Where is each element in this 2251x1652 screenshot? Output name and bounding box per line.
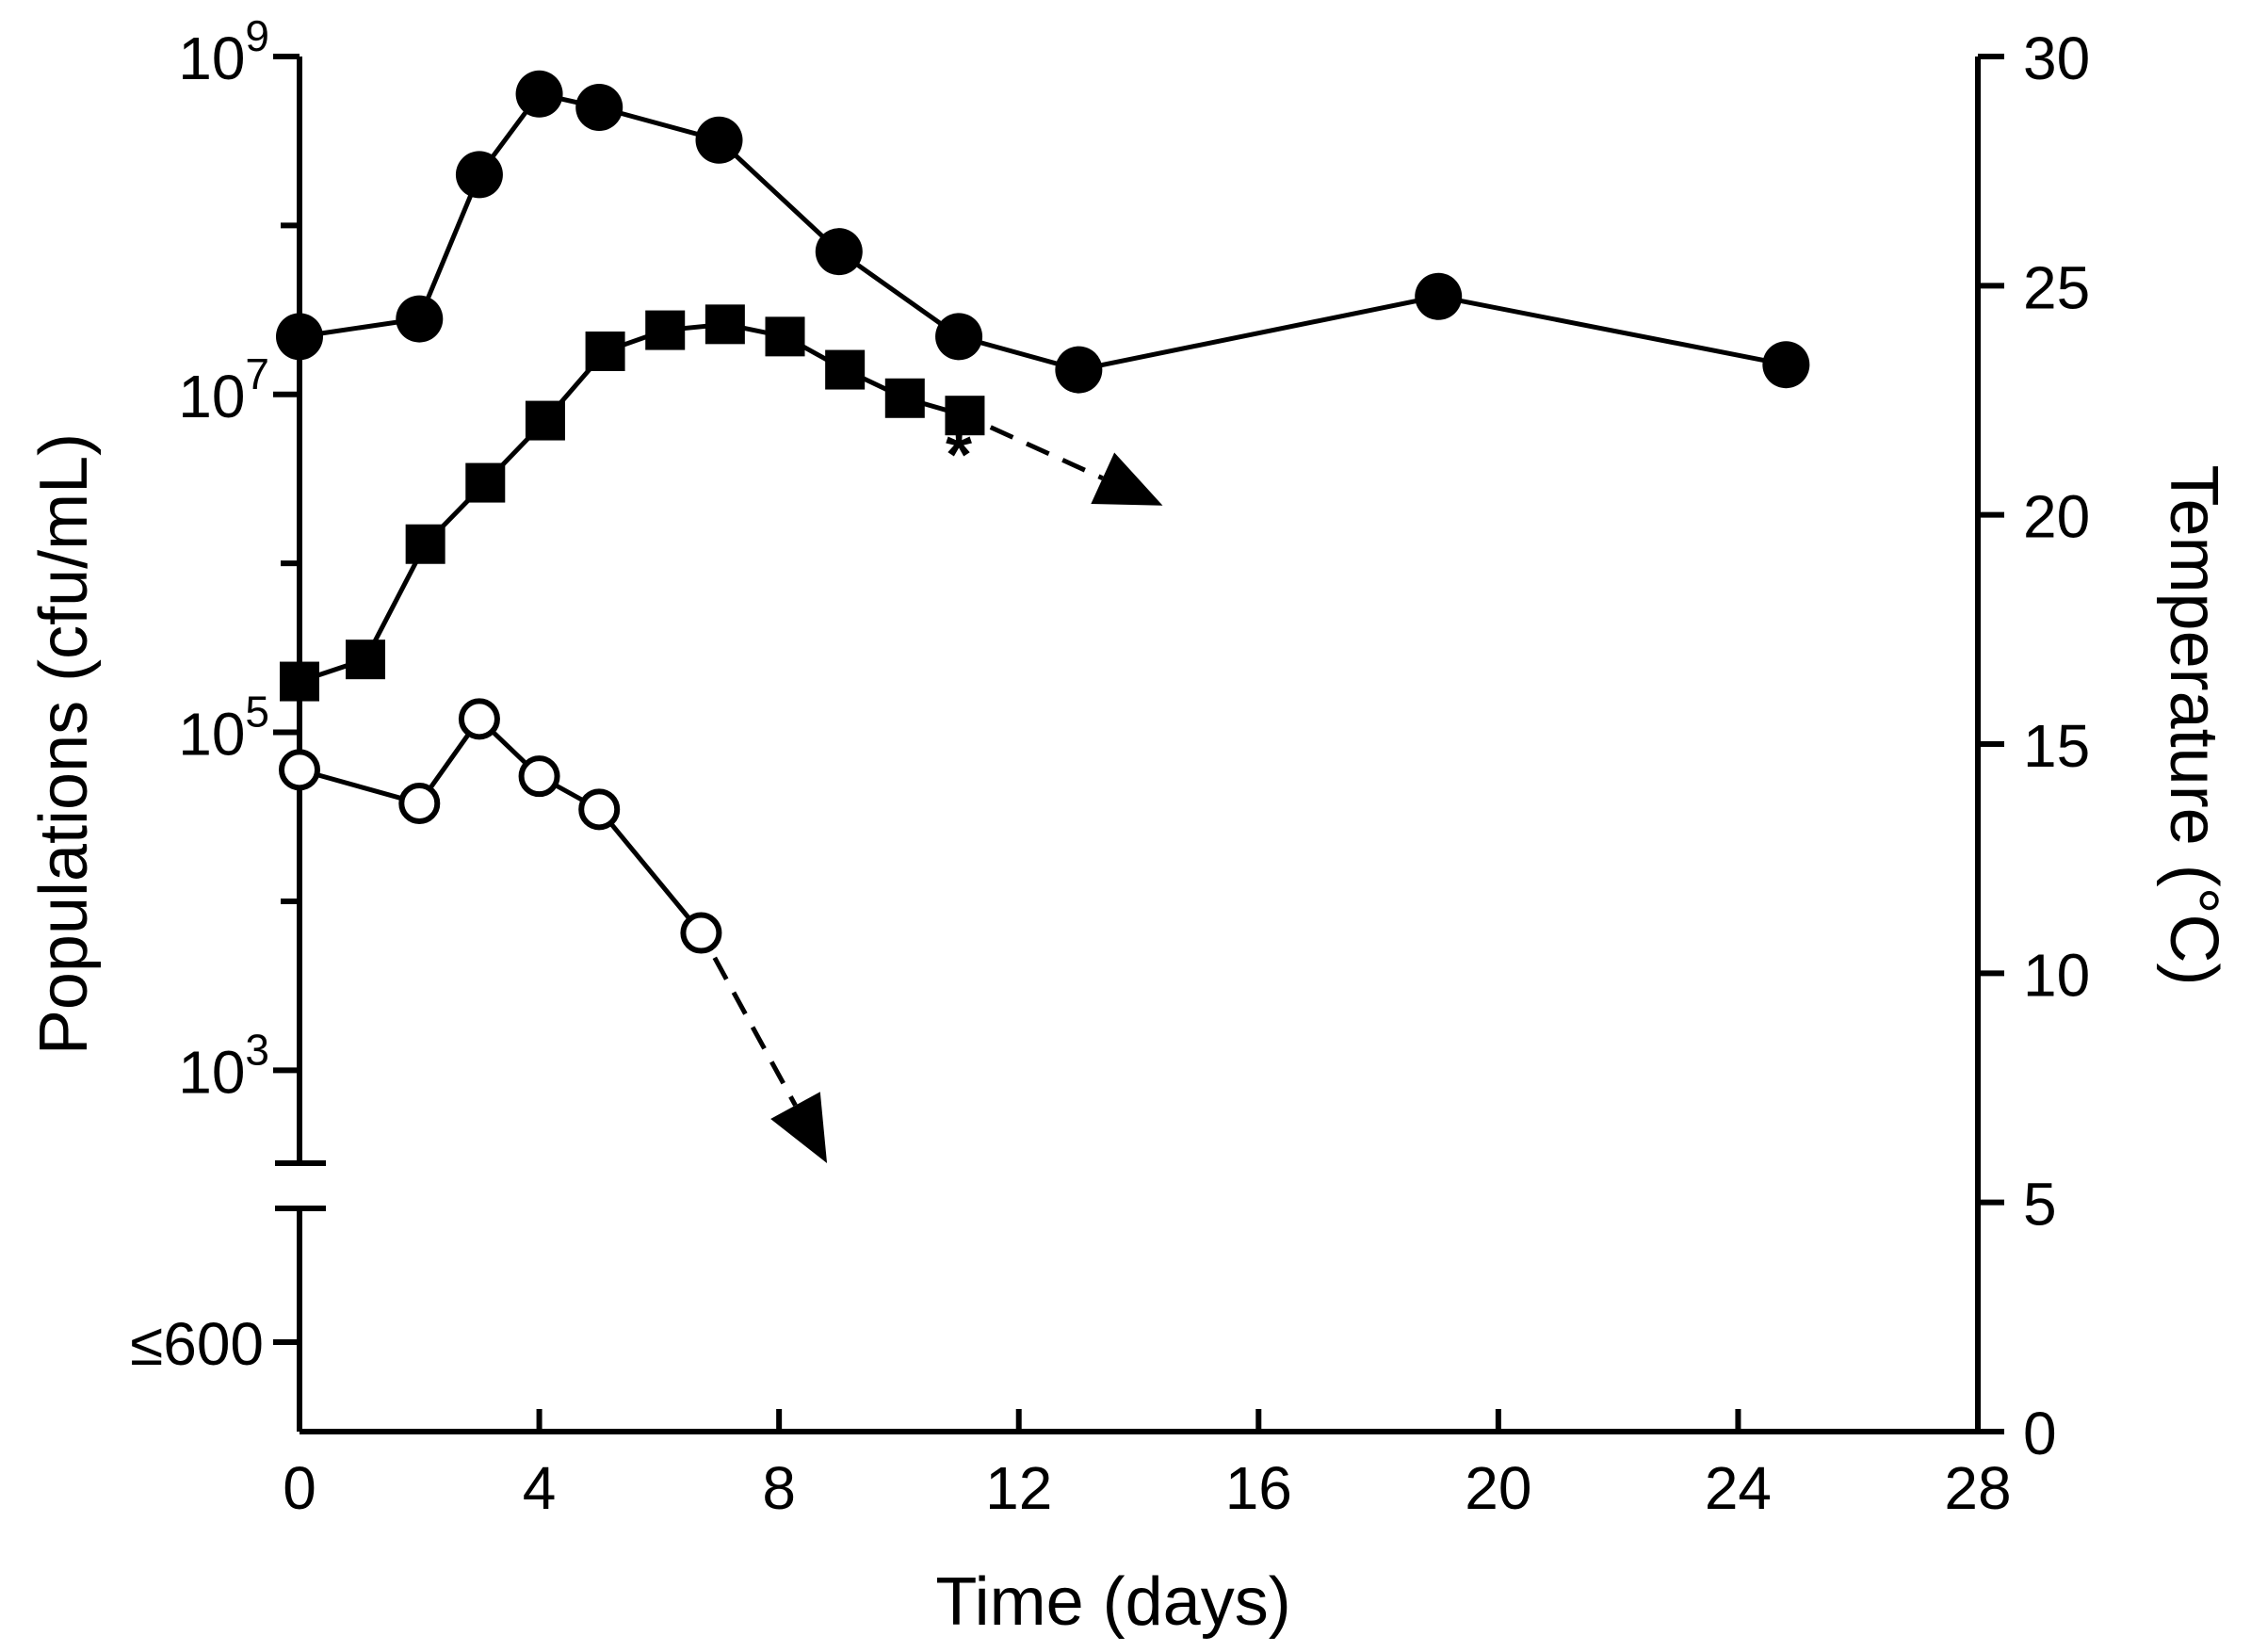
x-tick-label: 4 — [523, 1454, 557, 1522]
series-line — [299, 321, 966, 684]
data-point-filled-square — [884, 378, 925, 418]
data-point-filled-square — [280, 661, 319, 702]
dashed-arrow — [712, 956, 798, 1107]
y-tick-label: 103 — [178, 1025, 269, 1106]
y2-tick-label: 25 — [2023, 253, 2090, 321]
axes — [275, 57, 1981, 1434]
arrow-head — [1091, 452, 1163, 506]
data-point-open-circle — [680, 912, 722, 954]
y-tick-label: 109 — [178, 11, 269, 92]
data-point-filled-square — [346, 640, 386, 680]
series-line — [299, 91, 1787, 373]
data-point-filled-circle — [515, 70, 563, 118]
y2-tick-label: 15 — [2023, 712, 2090, 780]
y2-tick-label: 5 — [2023, 1171, 2057, 1239]
data-point-open-circle — [279, 749, 320, 791]
data-point-filled-circle — [1762, 341, 1810, 389]
y2-tick-label: 10 — [2023, 941, 2090, 1009]
x-tick-label: 16 — [1225, 1454, 1292, 1522]
x-tick-label: 8 — [762, 1454, 796, 1522]
y2-tick-label: 30 — [2023, 24, 2090, 92]
data-point-filled-square — [525, 400, 565, 441]
y2-tick-label: 0 — [2023, 1400, 2057, 1467]
data-point-filled-circle — [276, 313, 323, 361]
y2-axis-title: Temperature (°C) — [2156, 465, 2231, 986]
data-point-filled-square — [825, 349, 866, 390]
data-point-filled-circle — [455, 151, 503, 199]
data-point-filled-circle — [1055, 346, 1103, 394]
x-tick-label: 20 — [1465, 1454, 1531, 1522]
series-lines — [299, 91, 1787, 935]
x-tick-label: 24 — [1705, 1454, 1772, 1522]
data-point-filled-square — [704, 304, 745, 345]
data-point-filled-circle — [815, 228, 863, 276]
x-axis-title: Time (days) — [935, 1564, 1290, 1640]
data-point-filled-square — [945, 396, 985, 436]
data-point-open-circle — [518, 755, 560, 798]
data-point-filled-circle — [1415, 272, 1463, 320]
data-point-filled-square — [465, 462, 506, 503]
y-tick-label: 107 — [178, 349, 269, 430]
data-point-filled-square — [585, 331, 625, 371]
x-tick-label: 28 — [1944, 1454, 2011, 1522]
y-tick-label: 105 — [178, 688, 269, 769]
x-tick-label: 0 — [283, 1454, 316, 1522]
y-detection-limit-label: ≤600 — [130, 1310, 264, 1378]
data-point-filled-circle — [396, 295, 444, 343]
series-line — [299, 715, 704, 935]
ticks: 0 4 8 12 16 20 24 28 103 105 107 109 ≤600 0 5 10 15 20 25 3… — [130, 11, 2090, 1522]
data-point-filled-circle — [575, 84, 623, 132]
x-tick-label: 12 — [985, 1454, 1052, 1522]
series-markers — [276, 70, 1810, 954]
y-axis-title: Populations (cfu/mL) — [26, 433, 102, 1055]
data-point-filled-circle — [695, 116, 743, 164]
data-point-filled-circle — [935, 313, 983, 361]
data-point-open-circle — [458, 698, 500, 740]
data-point-filled-square — [405, 524, 445, 564]
data-point-filled-square — [765, 316, 805, 357]
asterisk-annotation: * — [946, 418, 972, 494]
arrow-head — [770, 1092, 828, 1163]
y2-tick-label: 20 — [2023, 483, 2090, 551]
data-point-open-circle — [578, 788, 621, 831]
data-point-open-circle — [398, 782, 441, 824]
annotations: * — [712, 418, 1163, 1163]
dashed-arrow — [989, 425, 1104, 481]
data-point-filled-square — [645, 310, 686, 350]
